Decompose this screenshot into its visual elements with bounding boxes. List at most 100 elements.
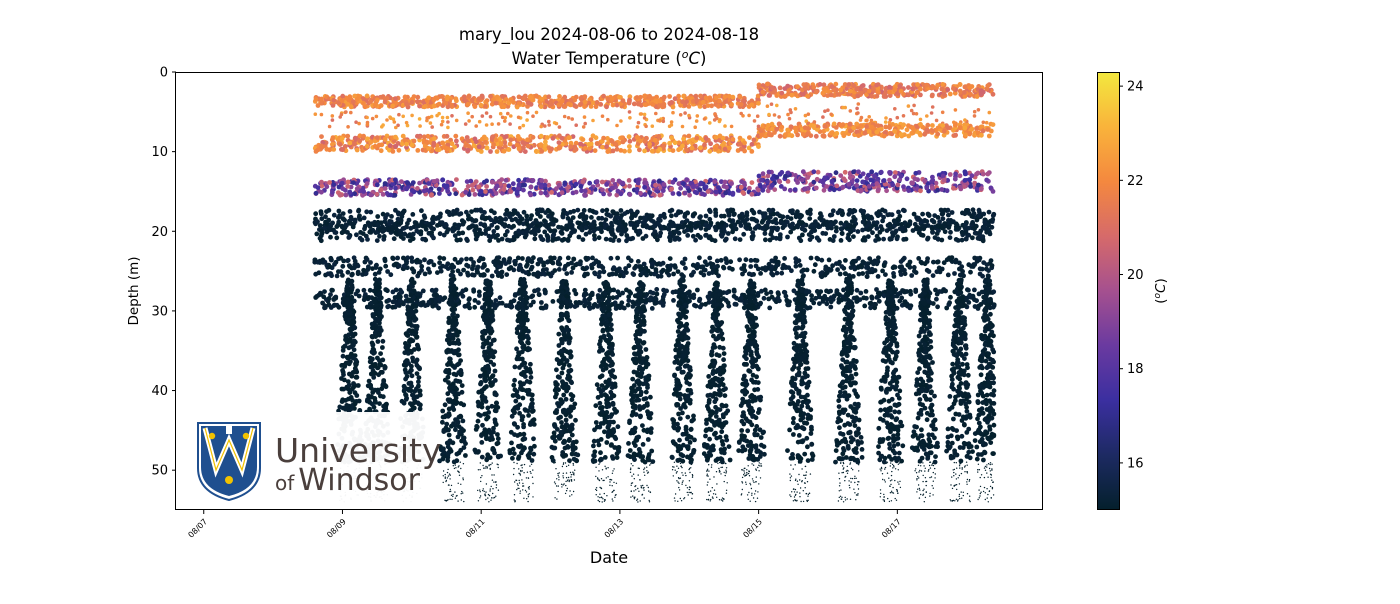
- data-point: [539, 191, 544, 196]
- data-point: [749, 272, 754, 277]
- data-point: [742, 99, 747, 104]
- data-point: [488, 189, 493, 194]
- data-point: [805, 94, 810, 99]
- data-point: [383, 264, 388, 269]
- data-point: [708, 178, 713, 183]
- data-point: [477, 293, 482, 298]
- data-point: [368, 222, 373, 227]
- data-point: [753, 119, 757, 123]
- data-point: [348, 264, 353, 269]
- data-point: [789, 216, 794, 221]
- data-point: [985, 121, 989, 125]
- data-point: [795, 84, 800, 89]
- data-point: [375, 182, 380, 187]
- data-point: [537, 292, 542, 297]
- data-point: [948, 235, 953, 240]
- data-point: [838, 173, 843, 178]
- data-point: [759, 178, 764, 183]
- data-point: [939, 187, 944, 192]
- data-point: [854, 122, 859, 127]
- data-point: [340, 147, 345, 152]
- data-point: [515, 105, 520, 110]
- data-point: [704, 136, 709, 141]
- data-point: [867, 89, 872, 94]
- data-point: [881, 237, 886, 242]
- data-point: [693, 125, 697, 129]
- data-point: [398, 299, 403, 304]
- data-point: [539, 178, 544, 183]
- data-point: [466, 139, 471, 144]
- data-point: [523, 235, 528, 240]
- data-point: [924, 83, 929, 88]
- data-point: [526, 178, 531, 183]
- data-point: [731, 137, 736, 142]
- data-point: [803, 86, 808, 91]
- data-point: [968, 92, 973, 97]
- data-point: [670, 120, 674, 124]
- data-point: [345, 134, 350, 139]
- data-point: [991, 122, 996, 127]
- data-point: [456, 231, 461, 236]
- data-point: [621, 98, 626, 103]
- data-point: [327, 296, 332, 301]
- data-point: [756, 101, 761, 106]
- data-point: [981, 225, 986, 230]
- data-point: [636, 125, 640, 129]
- data-point: [913, 171, 918, 176]
- data-point: [324, 184, 329, 189]
- data-point: [756, 114, 760, 118]
- data-point: [856, 133, 861, 138]
- data-point: [690, 146, 695, 151]
- data-point: [692, 303, 697, 308]
- data-point: [484, 228, 489, 233]
- data-point: [988, 219, 993, 224]
- data-point: [822, 188, 827, 193]
- data-point: [829, 93, 834, 98]
- data-point: [543, 124, 547, 128]
- data-point: [945, 188, 950, 193]
- data-point: [328, 125, 332, 129]
- data-point: [623, 270, 628, 275]
- data-point: [440, 123, 444, 127]
- data-point: [566, 185, 571, 190]
- data-point: [701, 273, 706, 278]
- data-point: [446, 120, 450, 124]
- data-point: [536, 212, 541, 217]
- data-point: [906, 188, 911, 193]
- data-point: [805, 268, 810, 273]
- chart-subtitle-unit-base: C: [689, 49, 701, 68]
- data-point: [313, 211, 318, 216]
- data-point: [314, 191, 319, 196]
- data-point: [583, 122, 587, 126]
- data-point: [770, 122, 775, 127]
- data-point: [953, 133, 958, 138]
- data-point: [828, 289, 833, 294]
- data-point: [489, 217, 494, 222]
- data-point: [345, 184, 350, 189]
- data-point: [805, 175, 810, 180]
- data-point: [723, 147, 728, 152]
- data-point: [899, 174, 904, 179]
- data-point: [925, 256, 930, 261]
- data-point: [657, 193, 662, 198]
- data-point: [383, 186, 388, 191]
- data-point: [855, 107, 859, 111]
- data-point: [610, 186, 615, 191]
- data-point: [887, 170, 892, 175]
- data-point: [829, 113, 833, 117]
- data-point: [740, 272, 745, 277]
- data-point: [557, 140, 562, 145]
- data-point: [719, 214, 724, 219]
- data-point: [443, 185, 448, 190]
- data-point: [619, 148, 624, 153]
- data-point: [401, 134, 406, 139]
- data-point: [714, 114, 718, 118]
- data-point: [377, 234, 382, 239]
- data-point: [922, 132, 927, 137]
- data-point: [483, 140, 488, 145]
- data-point: [583, 115, 587, 119]
- data-point: [964, 237, 969, 242]
- data-point: [368, 99, 373, 104]
- data-point: [393, 96, 398, 101]
- data-point: [861, 209, 866, 214]
